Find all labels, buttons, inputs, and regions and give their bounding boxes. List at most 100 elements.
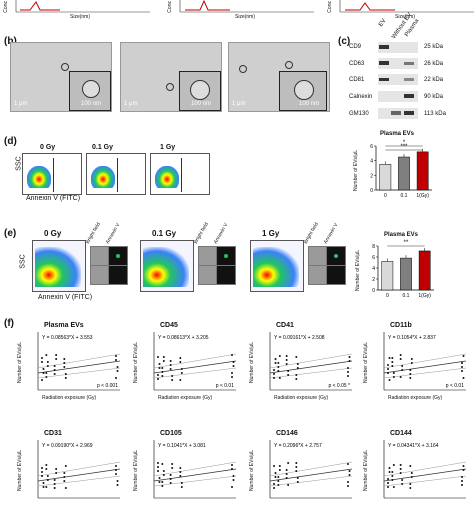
scatter-point	[401, 483, 404, 485]
scatter-point	[157, 356, 159, 358]
flow-d-plot-0gy	[22, 153, 82, 195]
panel-label-b: (b)	[4, 36, 17, 47]
scatter-point	[115, 359, 117, 361]
scatter-point	[277, 476, 280, 478]
scatter-ci-upper	[269, 353, 353, 369]
flow-e-plot-01gy	[140, 240, 194, 292]
scatter-ylabel: Number of EVs/μL	[16, 342, 23, 383]
scatter-point	[409, 483, 412, 485]
blot-size-cd9: 25 kDa	[424, 44, 444, 50]
scatter-point	[64, 377, 67, 379]
scatter-point	[231, 372, 233, 374]
scatter-ci-lower	[37, 475, 121, 487]
scatter-point	[392, 372, 395, 374]
scatter-point	[64, 465, 67, 467]
scatter-xlabel: Radiation exposure (Gy)	[42, 395, 97, 401]
scatter-point	[274, 362, 277, 364]
scatter-point	[157, 470, 159, 472]
scatter-point	[162, 356, 165, 358]
scatter-ci-upper	[37, 353, 121, 369]
bar-e-ytick-label: 0	[372, 288, 375, 294]
scatter-plot: Y = 0.09190*X + 2.969	[37, 440, 121, 499]
scatter-point	[296, 481, 299, 483]
scatter-point	[285, 363, 288, 365]
scatter-point	[162, 470, 165, 472]
scatter-point	[287, 462, 290, 464]
scatter-point	[180, 372, 183, 374]
scatter-point	[161, 481, 164, 483]
scale-100nm-2: 100 nm	[191, 101, 212, 107]
flow-d-xlabel: Annexin V (FITC)	[26, 195, 81, 202]
scatter-point	[409, 465, 412, 467]
panel-a-size-plots	[15, 0, 474, 13]
em-inset-3	[279, 71, 327, 111]
scatter-point	[46, 365, 49, 367]
scatter-fit-line	[153, 360, 237, 374]
micro-annexin-0gy-1	[108, 246, 128, 266]
flow-e-plot-1gy	[250, 240, 304, 292]
scatter-point	[45, 354, 48, 356]
scatter-point	[392, 464, 395, 466]
scatter-plot: Y = 0.08613*X + 3.205 p < 0.01	[153, 332, 237, 391]
scatter-fit-line	[383, 360, 467, 374]
scatter-equation: Y = 0.04341*X + 3.164	[388, 443, 439, 449]
em-image-3: 1 μm 100 nm	[228, 42, 330, 112]
scatter-point	[399, 468, 402, 470]
scatter-point	[348, 470, 351, 472]
scatter-point	[391, 471, 394, 473]
scatter-ci-lower	[153, 367, 237, 379]
scatter-point	[161, 371, 164, 373]
scatter-point	[179, 379, 182, 381]
scatter-point	[179, 471, 182, 473]
em-image-2: 1 μm 100 nm	[120, 42, 222, 112]
scatter-point	[388, 471, 391, 473]
scatter-point	[273, 465, 275, 467]
micro-label-bf-1gy: Bright field	[302, 221, 320, 245]
scatter-point	[169, 368, 172, 370]
flow-d-title-0gy: 0 Gy	[40, 144, 56, 151]
scatter-equation: Y = 0.08613*X + 3.205	[158, 335, 209, 341]
scatter-point	[277, 366, 280, 368]
scatter-point	[347, 463, 349, 465]
scatter-xlabel: Radiation exposure (Gy)	[158, 395, 213, 401]
panel-label-e: (e)	[4, 228, 17, 239]
scatter-title: CD31	[44, 430, 62, 437]
scatter-point	[53, 365, 56, 367]
scatter-point	[273, 487, 275, 489]
blot-row-cd81: CD81	[349, 77, 365, 83]
micro-label-bf-0gy: Bright field	[84, 221, 102, 245]
scatter-point	[116, 366, 119, 368]
scatter-point	[295, 374, 298, 376]
scatter-point	[53, 479, 56, 481]
micro-bf-1gy-1	[308, 246, 328, 266]
bar-d-xtick-label: 0	[384, 193, 387, 199]
bar-e-bar	[418, 250, 431, 291]
bar-d-sig: *	[403, 140, 406, 146]
scatter-ylabel: Number of EVs/μL	[362, 342, 369, 383]
scatter-point	[295, 470, 298, 472]
scatter-point	[232, 365, 235, 367]
scatter-xlabel: Radiation exposure (Gy)	[388, 395, 443, 401]
scatter-pvalue: p < 0.05 *	[328, 383, 350, 389]
scatter-point	[64, 487, 67, 489]
em-image-1: 1 μm 100 nm	[10, 42, 112, 112]
scatter-point	[399, 358, 402, 360]
scatter-point	[161, 463, 164, 465]
scatter-point	[158, 363, 161, 365]
scatter-point	[278, 469, 281, 471]
scatter-plot: Y = 0.2096*X + 2.757	[269, 440, 353, 499]
scatter-point	[285, 473, 288, 475]
scatter-point	[401, 479, 404, 481]
scatter-point	[63, 358, 66, 360]
flow-d-plot-1gy	[150, 153, 210, 195]
scatter-point	[285, 355, 288, 357]
scatter-pvalue: p < 0.001	[97, 383, 118, 389]
scatter-ci-upper	[153, 353, 237, 369]
scatter-pvalue: p < 0.01	[446, 383, 464, 389]
scatter-point	[273, 373, 275, 375]
scatter-equation: Y = 0.09190*X + 2.969	[42, 443, 93, 449]
scatter-equation: Y = 0.09161*X + 2.508	[274, 335, 325, 341]
bar-e-bar	[381, 261, 394, 291]
scatter-point	[399, 354, 402, 356]
scatter-title: CD144	[390, 430, 412, 437]
